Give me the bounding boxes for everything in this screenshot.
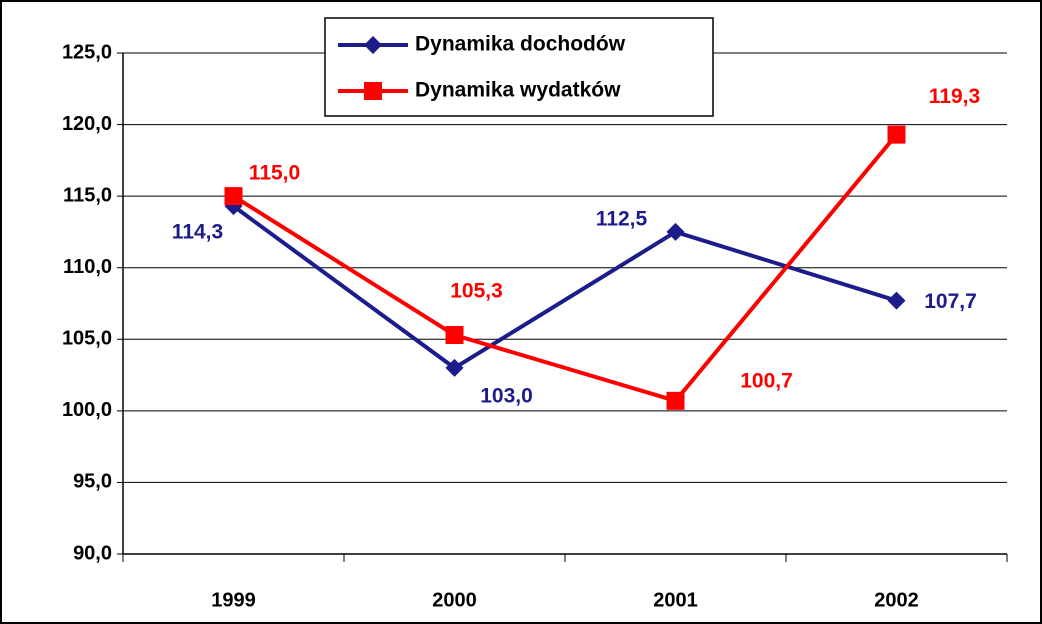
legend-label: Dynamika wydatków (415, 79, 621, 102)
value-label: 114,3 (172, 221, 223, 244)
legend-marker (364, 82, 382, 100)
marker (887, 125, 906, 144)
legend-marker (364, 36, 382, 54)
legend (324, 17, 714, 117)
value-label: 112,5 (596, 207, 648, 230)
marker (445, 358, 464, 377)
value-label: 105,3 (450, 280, 503, 303)
x-tick-label: 2000 (432, 589, 477, 611)
value-label: 103,0 (480, 384, 533, 407)
y-tick-label: 105,0 (62, 328, 112, 350)
marker (887, 291, 906, 310)
y-tick-label: 100,0 (62, 399, 112, 421)
legend-label: Dynamika dochodów (415, 33, 626, 56)
x-tick-label: 2001 (653, 589, 698, 611)
marker (666, 222, 685, 241)
value-label: 107,7 (924, 290, 977, 313)
y-tick-label: 115,0 (63, 184, 112, 206)
value-label: 115,0 (249, 162, 300, 185)
y-tick-label: 120,0 (62, 113, 112, 135)
marker (666, 391, 685, 410)
y-tick-label: 90,0 (73, 542, 112, 564)
y-tick-label: 125,0 (62, 41, 112, 63)
y-tick-label: 95,0 (73, 471, 112, 493)
x-tick-label: 2002 (874, 589, 919, 611)
marker (224, 187, 243, 206)
y-tick-label: 110,0 (63, 256, 112, 278)
value-label: 100,7 (740, 369, 793, 392)
marker (445, 325, 464, 344)
series-line (232, 133, 899, 404)
value-label: 119,3 (929, 85, 980, 108)
x-tick-label: 1999 (211, 589, 256, 611)
